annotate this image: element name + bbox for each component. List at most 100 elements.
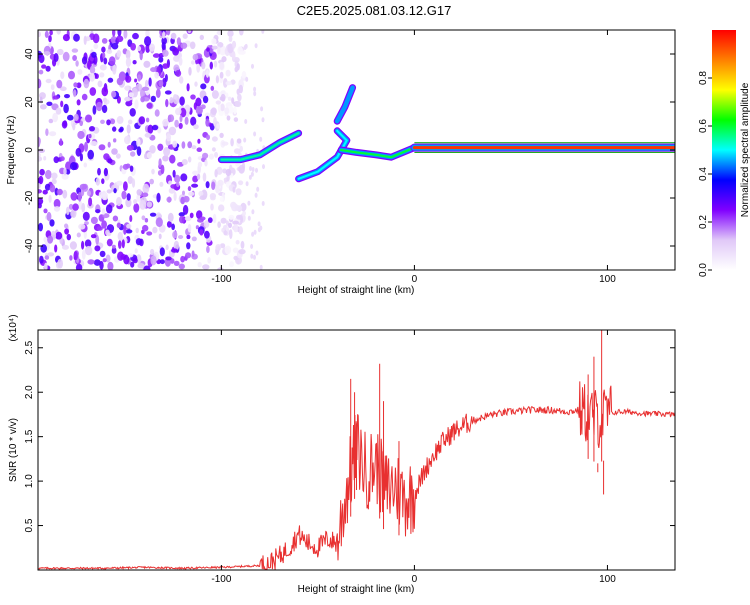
- spectrogram-noise-cell: [199, 195, 207, 200]
- spectrogram-noise-cell: [172, 231, 178, 239]
- spectrogram-noise-cell: [210, 203, 214, 211]
- spectrogram-noise-cell: [250, 244, 254, 249]
- spectrogram-noise-cell: [204, 112, 211, 119]
- spectrogram-noise-cell: [200, 83, 207, 90]
- spectrogram-noise-cell: [215, 75, 219, 84]
- snr-frame: [37, 329, 676, 571]
- spectrogram-noise-cell: [180, 173, 188, 182]
- spectrogram-noise-cell: [125, 229, 133, 234]
- spectrogram-noise-cell: [185, 252, 192, 259]
- spectrogram-noise-cell: [234, 205, 243, 212]
- spectrogram-noise-cell: [38, 182, 41, 189]
- spectrogram-noise-cell: [190, 116, 197, 126]
- spectrogram-noise-cell: [56, 30, 61, 35]
- spectrogram-noise-cell: [78, 200, 83, 210]
- colorbar-ramp: [712, 30, 736, 270]
- spectrogram-noise-cell: [219, 62, 225, 70]
- spectrogram-noise-cell: [256, 186, 260, 192]
- spectrogram-noise-cell: [217, 221, 221, 228]
- spectrogram-noise-cell: [38, 78, 42, 89]
- spectrogram-noise-cell: [178, 235, 184, 239]
- spectrogram-noise-cell: [190, 60, 195, 65]
- spectrogram-noise-cell: [102, 258, 107, 263]
- spectrogram-noise-cell: [53, 206, 61, 212]
- spectrogram-noise-cell: [103, 167, 108, 177]
- spectrogram-noise-cell: [250, 253, 254, 259]
- spectrogram-noise-cell: [182, 190, 185, 196]
- spectrogram-noise-cell: [236, 214, 243, 220]
- spectrogram-noise-cell: [102, 208, 106, 215]
- spectrogram-noise-cell: [111, 42, 119, 50]
- spectrogram-noise-cell: [233, 117, 239, 122]
- spectrogram-noise-cell: [169, 154, 176, 164]
- spectrogram-noise-cell: [101, 38, 108, 44]
- spectrogram-noise-cell: [132, 257, 138, 264]
- spectrogram-noise-cell: [202, 172, 207, 182]
- spectrogram-noise-cell: [259, 264, 263, 270]
- spectrogram-noise-cell: [171, 223, 176, 231]
- spectrogram-noise-cell: [89, 72, 96, 82]
- spectrogram-noise-cell: [219, 196, 224, 202]
- spectrogram-noise-cell: [43, 208, 48, 214]
- spectrogram-noise-cell: [56, 188, 63, 196]
- spectrogram-noise-cell: [145, 117, 150, 123]
- spectrogram-noise-cell: [202, 152, 209, 159]
- spectrogram-noise-cell: [255, 250, 259, 256]
- spectrogram-noise-cell: [244, 43, 248, 49]
- spectrogram-noise-cell: [202, 264, 210, 270]
- spectrogram-noise-cell: [178, 57, 183, 66]
- spectrogram-noise-cell: [215, 184, 220, 194]
- spectrogram-noise-cell: [113, 138, 117, 143]
- spectrogram-noise-cell: [64, 228, 69, 235]
- spectrogram-noise-cell: [224, 107, 230, 115]
- spectrogram-noise-cell: [235, 239, 240, 245]
- spectrogram-noise-cell: [211, 90, 219, 99]
- spectrogram-noise-cell: [65, 206, 70, 216]
- spectrogram-noise-cell: [186, 242, 191, 250]
- spectrogram-noise-cell: [145, 30, 150, 38]
- spectrogram-noise-cell: [192, 170, 199, 176]
- spectrogram-noise-cell: [231, 51, 236, 60]
- spectrogram-noise-cell: [216, 166, 223, 175]
- spectrogram-noise-cell: [63, 167, 67, 176]
- spectrogram-noise-cell: [228, 35, 233, 43]
- spectrogram-noise-cell: [112, 215, 119, 222]
- spectrogram-noise-cell: [99, 250, 106, 258]
- spectrogram-noise-cell: [174, 174, 181, 183]
- spectrogram-noise-cell: [44, 262, 48, 270]
- spectrogram-noise-cell: [113, 188, 117, 194]
- spectrogram-noise-cell: [94, 245, 101, 252]
- spectrogram-noise-cell: [172, 140, 178, 148]
- spectrogram-noise-cell: [72, 89, 77, 98]
- spectrogram-noise-cell: [130, 43, 137, 51]
- spectrogram-noise-cell: [130, 261, 135, 268]
- spectrogram-noise-cell: [187, 30, 192, 34]
- spectrogram-noise-cell: [102, 192, 108, 201]
- spectrogram-noise-cell: [244, 119, 248, 124]
- spectrogram-noise-cell: [236, 138, 242, 144]
- spectrogram-noise-cell: [238, 226, 243, 235]
- spectrogram-noise-cell: [233, 224, 239, 233]
- spectrogram-noise-cell: [148, 77, 152, 87]
- spectrogram-noise-cell: [137, 263, 145, 269]
- spectrogram-noise-cell: [112, 126, 117, 132]
- spectrogram-noise-cell: [100, 119, 105, 125]
- spectrogram-noise-cell: [167, 114, 175, 122]
- spectrogram-noise-cell: [64, 223, 69, 229]
- spectrogram-noise-cell: [131, 178, 136, 188]
- spectrogram-noise-cell: [196, 63, 201, 73]
- spectrogram-noise-cell: [86, 190, 91, 197]
- spectrogram-noise-cell: [70, 192, 78, 201]
- spectrogram-noise-cell: [81, 249, 86, 260]
- spectrogram-noise-cell: [90, 141, 98, 146]
- snr-y-axis-label: SNR (10 * v/v): [8, 418, 19, 482]
- spectrogram-noise-cell: [167, 212, 174, 222]
- snr-x-tick-label: -100: [211, 574, 231, 585]
- spectrogram-noise-cell: [112, 30, 116, 37]
- spectrogram-noise-cell: [195, 97, 202, 107]
- spectrogram-noise-cell: [136, 193, 140, 202]
- spectrogram-noise-cell: [257, 221, 261, 227]
- spectrogram-noise-cell: [225, 168, 232, 177]
- spectrogram-noise-cell: [61, 173, 69, 180]
- spectrogram-noise-cell: [140, 96, 145, 103]
